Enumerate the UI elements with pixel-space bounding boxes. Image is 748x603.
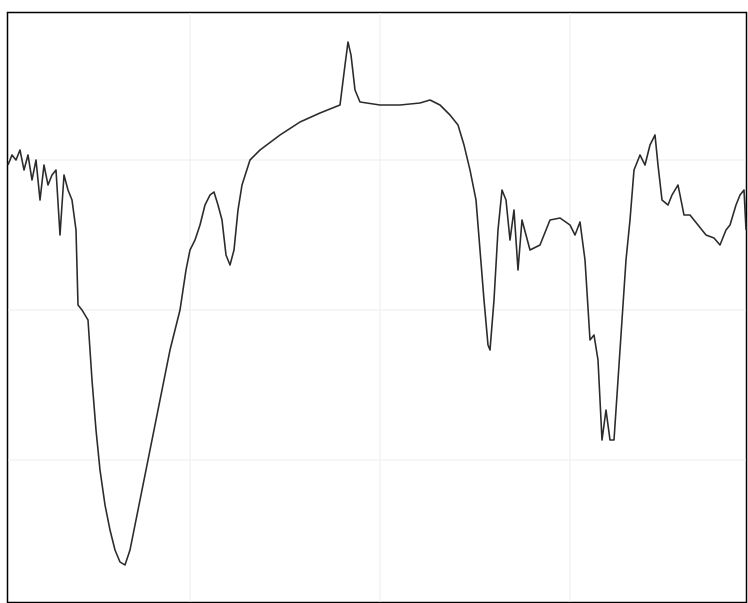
plot-frame [6, 11, 748, 603]
faint-grid [8, 13, 746, 602]
spectrum-line [7, 41, 747, 566]
